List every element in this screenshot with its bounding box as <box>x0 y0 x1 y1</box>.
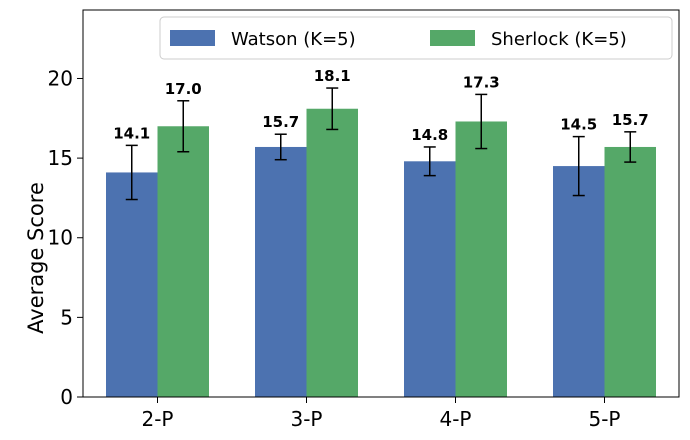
bar-watson-3-P <box>255 146 307 397</box>
error-bar-watson-4-P <box>423 146 436 177</box>
bar-sherlock-4-P <box>455 121 507 398</box>
legend-swatch-watson <box>170 30 215 46</box>
error-bar-watson-2-P <box>125 144 138 201</box>
error-bar-sherlock-4-P <box>475 93 488 150</box>
legend-box <box>159 16 673 60</box>
x-tick-label: 5-P <box>588 407 620 431</box>
y-tick-label: 15 <box>48 146 73 170</box>
error-bar-watson-5-P <box>572 135 585 197</box>
bar-watson-2-P <box>106 172 158 397</box>
y-tick-label: 5 <box>60 305 73 329</box>
bar-watson-4-P <box>404 161 456 397</box>
bar-sherlock-2-P <box>157 126 209 397</box>
legend-label-watson: Watson (K=5) <box>231 29 356 50</box>
value-label-watson-4-P: 14.8 <box>411 126 448 144</box>
error-bar-sherlock-5-P <box>624 131 637 163</box>
error-bar-sherlock-3-P <box>326 87 339 131</box>
bar-sherlock-5-P <box>604 146 656 397</box>
plot-frame <box>82 9 680 398</box>
error-bar-sherlock-2-P <box>177 100 190 153</box>
error-bars-layer <box>125 87 637 201</box>
value-label-sherlock-2-P: 17.0 <box>165 80 202 98</box>
y-tick-label: 20 <box>48 66 73 90</box>
value-labels-layer: 14.1 17.0 15.7 18.1 14.8 17.3 14.5 15.7 <box>113 67 649 144</box>
bar-sherlock-3-P <box>306 108 358 398</box>
x-tick-label: 2-P <box>141 407 173 431</box>
y-tick-label: 0 <box>60 385 73 409</box>
bars-layer <box>106 108 656 398</box>
value-label-watson-5-P: 14.5 <box>560 116 597 134</box>
x-tick-label: 3-P <box>290 407 322 431</box>
value-label-watson-2-P: 14.1 <box>113 124 150 142</box>
axes-layer: 0 5 10 15 20 2-P 3-P 4-P 5-P <box>48 9 680 431</box>
value-label-sherlock-5-P: 15.7 <box>612 111 649 129</box>
y-axis-title: Average Score <box>24 182 48 334</box>
value-label-sherlock-4-P: 17.3 <box>463 73 500 91</box>
legend-swatch-sherlock <box>430 30 475 46</box>
legend-label-sherlock: Sherlock (K=5) <box>491 29 627 50</box>
value-label-sherlock-3-P: 18.1 <box>314 67 351 85</box>
error-bar-watson-3-P <box>274 133 287 161</box>
y-tick-label: 10 <box>48 226 73 250</box>
value-label-watson-3-P: 15.7 <box>262 113 299 131</box>
bar-watson-5-P <box>553 166 605 397</box>
x-tick-label: 4-P <box>439 407 471 431</box>
legend: Watson (K=5) Sherlock (K=5) <box>159 16 673 60</box>
